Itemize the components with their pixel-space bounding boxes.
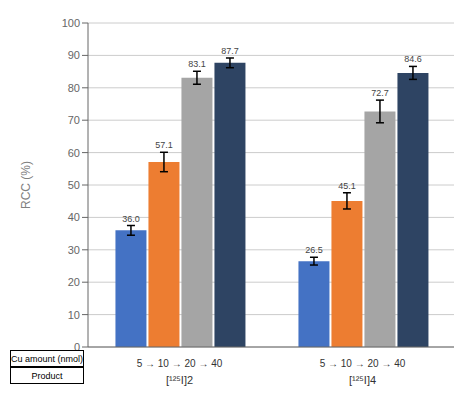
svg-text:100: 100 — [62, 17, 80, 29]
svg-text:[¹²⁵I]4: [¹²⁵I]4 — [349, 374, 376, 386]
svg-text:5 → 10 → 20 → 40: 5 → 10 → 20 → 40 — [320, 358, 406, 369]
svg-text:RCC (%): RCC (%) — [19, 161, 33, 209]
svg-text:84.6: 84.6 — [404, 54, 422, 64]
svg-text:36.0: 36.0 — [122, 214, 140, 224]
svg-text:45.1: 45.1 — [338, 181, 356, 191]
svg-text:87.7: 87.7 — [221, 46, 239, 56]
svg-text:50: 50 — [68, 179, 80, 191]
svg-text:70: 70 — [68, 114, 80, 126]
svg-text:0: 0 — [73, 340, 80, 353]
svg-text:10: 10 — [68, 309, 80, 321]
svg-text:26.5: 26.5 — [305, 245, 323, 255]
svg-text:57.1: 57.1 — [155, 140, 173, 150]
svg-text:90: 90 — [68, 49, 80, 61]
svg-text:72.7: 72.7 — [371, 88, 389, 98]
svg-text:20: 20 — [68, 276, 80, 288]
svg-text:83.1: 83.1 — [188, 59, 206, 69]
svg-text:30: 30 — [68, 244, 80, 256]
html-text:Cu amount (nmol): Cu amount (nmol) — [11, 353, 83, 364]
svg-text:60: 60 — [68, 147, 80, 159]
svg-text:80: 80 — [68, 82, 80, 94]
svg-text:5 → 10 → 20 → 40: 5 → 10 → 20 → 40 — [137, 358, 223, 369]
html-text:Product: Product — [31, 370, 63, 381]
svg-text:[¹²⁵I]2: [¹²⁵I]2 — [166, 374, 193, 386]
svg-text:40: 40 — [68, 211, 80, 223]
